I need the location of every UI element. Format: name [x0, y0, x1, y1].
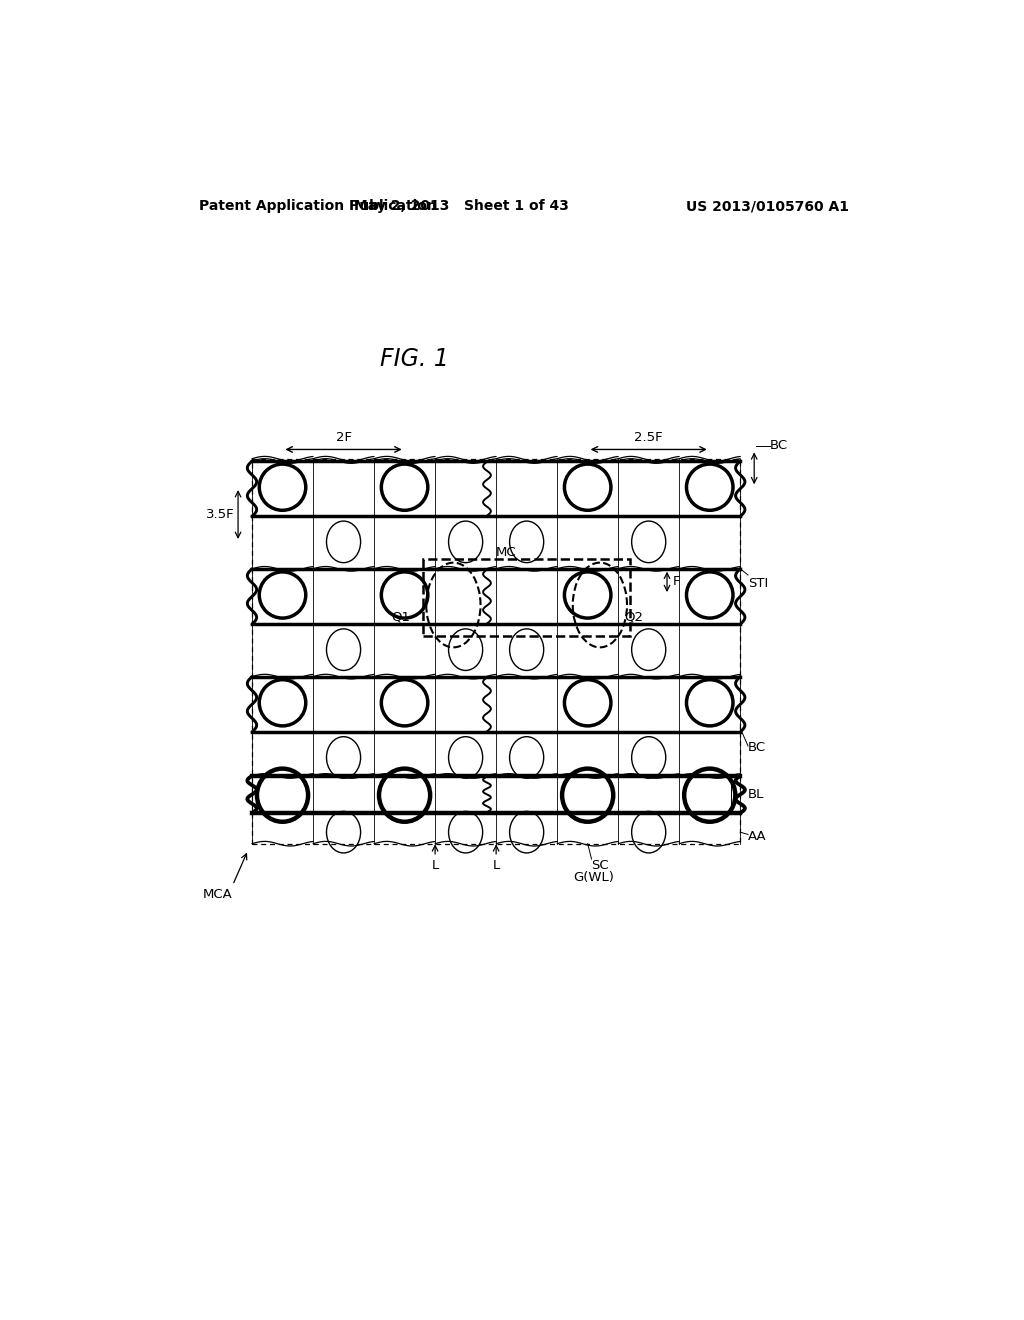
Text: AA: AA	[748, 829, 767, 842]
Text: F: F	[673, 576, 681, 589]
Text: BC: BC	[748, 741, 766, 754]
Text: Q2: Q2	[625, 610, 643, 623]
Text: Q1: Q1	[392, 610, 411, 623]
Text: 2.5F: 2.5F	[635, 432, 663, 444]
Text: US 2013/0105760 A1: US 2013/0105760 A1	[686, 199, 849, 213]
Text: 3.5F: 3.5F	[206, 508, 234, 521]
Text: BL: BL	[748, 788, 764, 801]
Text: FIG. 1: FIG. 1	[380, 347, 450, 371]
Text: 2F: 2F	[336, 432, 351, 444]
Text: MCA: MCA	[203, 887, 232, 900]
Text: STI: STI	[748, 577, 768, 590]
Text: May 2, 2013   Sheet 1 of 43: May 2, 2013 Sheet 1 of 43	[354, 199, 568, 213]
Text: G(WL): G(WL)	[573, 871, 614, 884]
Text: BC: BC	[770, 440, 787, 453]
Text: SC: SC	[592, 859, 609, 873]
Text: MC: MC	[496, 545, 517, 558]
Text: L: L	[431, 859, 438, 873]
Bar	[423, 558, 631, 636]
Text: L: L	[493, 859, 500, 873]
Text: Patent Application Publication: Patent Application Publication	[200, 199, 437, 213]
Bar	[252, 459, 740, 843]
